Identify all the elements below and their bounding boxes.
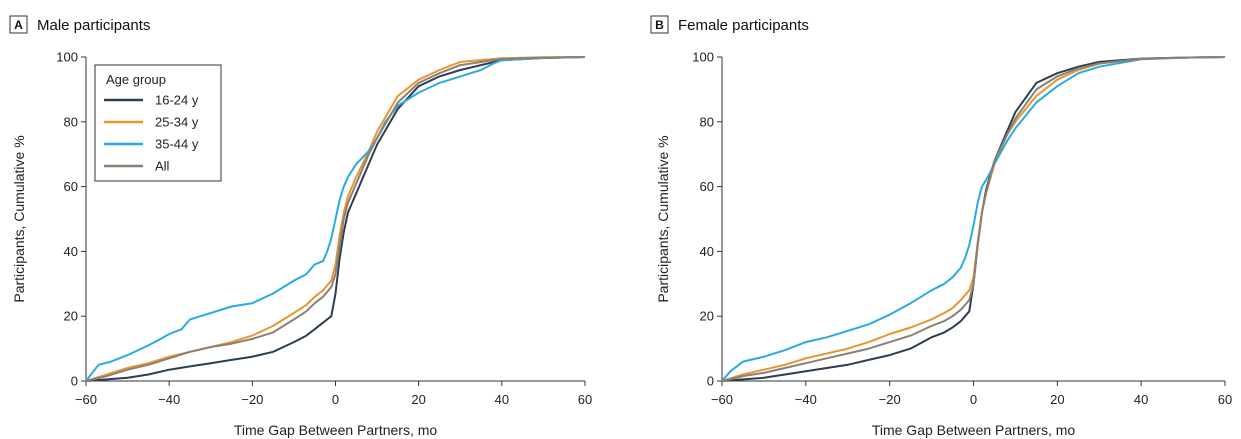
legend-label-35-44-y: 35-44 y — [155, 137, 199, 152]
y-axis-title: Participants, Cumulative % — [655, 135, 671, 302]
legend: Age group 16-24 y 25-34 y 35-44 y All — [94, 64, 222, 182]
legend-title: Age group — [106, 72, 166, 87]
y-tick-label: 0 — [71, 374, 78, 389]
x-tick-label: 40 — [1134, 392, 1148, 407]
x-tick-label: 0 — [970, 392, 977, 407]
x-tick-label: 60 — [578, 392, 592, 407]
y-tick-label: 60 — [700, 179, 714, 194]
x-tick-label: 40 — [495, 392, 509, 407]
y-tick-label: 80 — [700, 114, 714, 129]
y-tick-label: 0 — [707, 374, 714, 389]
y-axis-title: Participants, Cumulative % — [11, 135, 27, 302]
series-line-35-44-y — [721, 56, 1226, 382]
x-tick-label: 20 — [1050, 392, 1064, 407]
x-tick-label: 20 — [411, 392, 425, 407]
chart-panel-a: A Male participants 0 20 40 60 80 100 −60 −40 −20 0… — [9, 15, 592, 438]
panel-letter: A — [14, 18, 23, 32]
x-tick-label: −40 — [158, 392, 180, 407]
x-axis-title: Time Gap Between Partners, mo — [234, 422, 438, 438]
x-tick-label: −20 — [879, 392, 901, 407]
y-tick-label: 20 — [64, 309, 78, 324]
panel-letter-box — [650, 15, 669, 34]
y-tick-label: 80 — [64, 114, 78, 129]
x-tick-label: −40 — [795, 392, 817, 407]
y-tick-label: 100 — [56, 50, 78, 65]
y-tick-label: 40 — [64, 244, 78, 259]
legend-label-25-34-y: 25-34 y — [155, 115, 199, 130]
legend-label-16-24-y: 16-24 y — [155, 93, 199, 108]
series-line-35-44-y — [85, 56, 586, 382]
x-tick-label: 60 — [1218, 392, 1232, 407]
series-line-all — [721, 56, 1226, 382]
panel-title: Female participants — [678, 17, 809, 34]
y-tick-label: 60 — [64, 179, 78, 194]
x-axis-title: Time Gap Between Partners, mo — [872, 422, 1076, 438]
x-tick-label: −60 — [711, 392, 733, 407]
series-line-16-24-y — [85, 56, 586, 382]
y-tick-label: 40 — [700, 244, 714, 259]
panel-letter-box — [9, 15, 28, 34]
x-tick-label: −60 — [75, 392, 97, 407]
series-line-all — [85, 56, 586, 382]
x-tick-label: −20 — [241, 392, 263, 407]
panel-letter: B — [655, 18, 664, 32]
y-tick-label: 100 — [692, 50, 714, 65]
legend-label-all: All — [155, 159, 170, 174]
y-tick-label: 20 — [700, 309, 714, 324]
series-line-16-24-y — [721, 56, 1226, 382]
x-tick-label: 0 — [332, 392, 339, 407]
chart-panel-b: B Female participants 0 20 40 60 80 100 −60 −40 −2… — [650, 15, 1232, 438]
panel-title: Male participants — [37, 17, 150, 34]
series-line-25-34-y — [721, 56, 1226, 382]
